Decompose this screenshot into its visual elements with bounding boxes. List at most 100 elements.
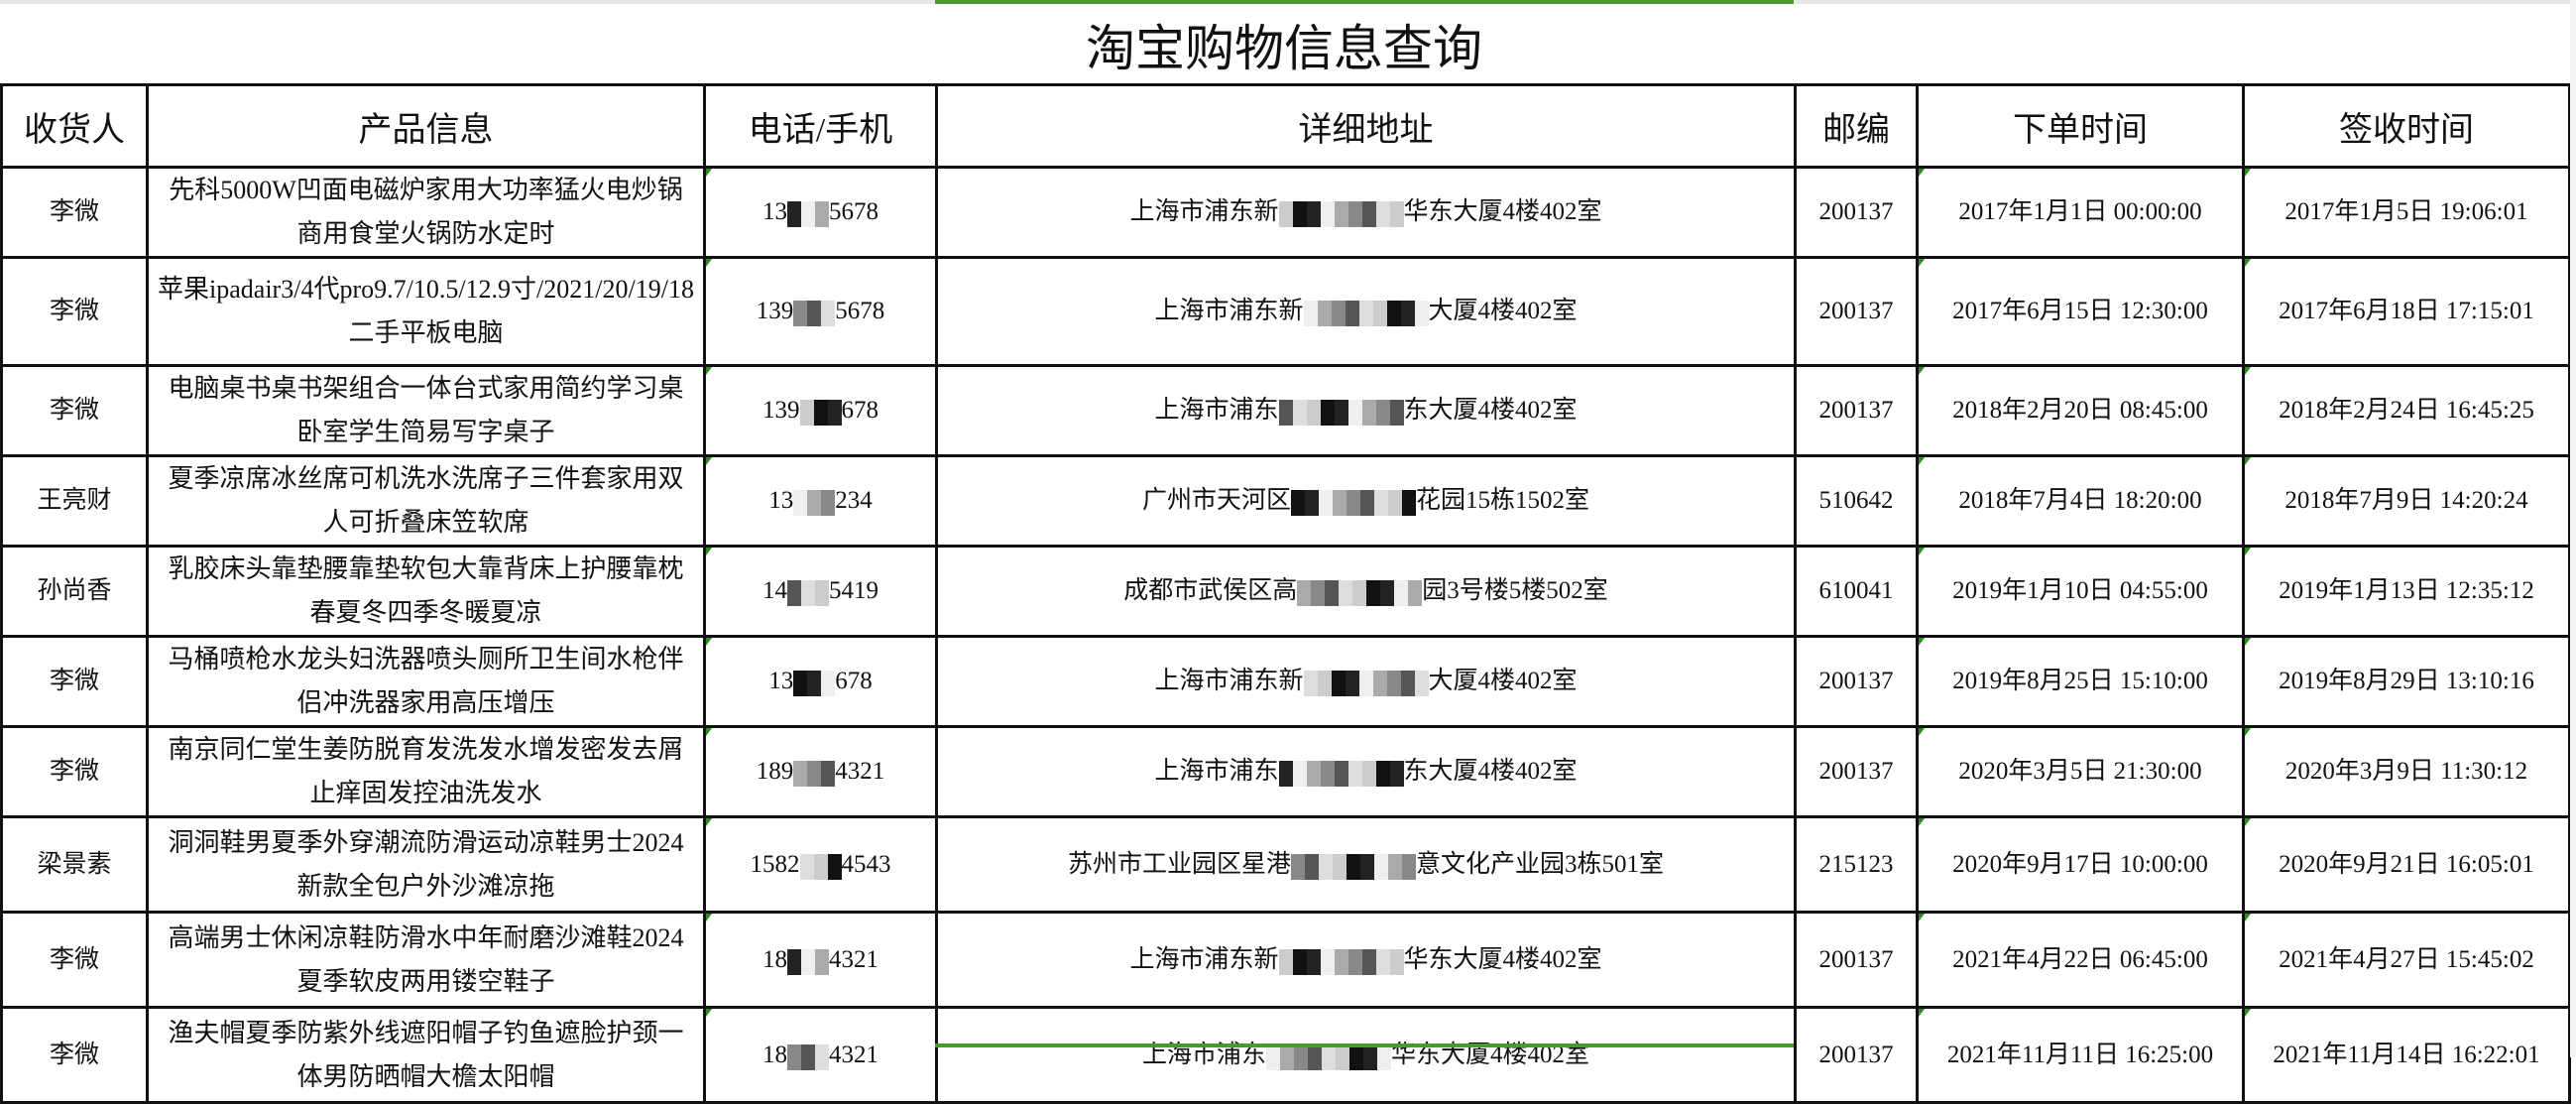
header-product[interactable]: 产品信息: [146, 83, 706, 169]
address-cell[interactable]: 上海市浦东新 华东大厦4楼402室: [935, 166, 1797, 259]
recipient-cell[interactable]: 李微: [0, 635, 149, 728]
zip-cell[interactable]: 610041: [1794, 545, 1919, 638]
address-prefix: 上海市浦东: [1154, 397, 1279, 424]
address-cell[interactable]: 苏州市工业园区星港 意文化产业园3栋501室: [935, 815, 1797, 914]
zip-cell[interactable]: 215123: [1794, 815, 1919, 914]
header-sign-time[interactable]: 签收时间: [2242, 83, 2571, 169]
product-cell[interactable]: 电脑桌书桌书架组合一体台式家用简约学习桌卧室学生简易写字桌子: [146, 364, 706, 457]
recipient-name: 孙尚香: [37, 577, 112, 604]
phone-prefix: 18: [762, 945, 787, 973]
sign-time-cell[interactable]: 2021年11月14日 16:22:01: [2242, 1006, 2571, 1104]
product-cell[interactable]: 乳胶床头靠垫腰靠垫软包大靠背床上护腰靠枕春夏冬四季冬暖夏凉: [146, 545, 706, 638]
sign-time-cell[interactable]: 2018年7月9日 14:20:24: [2242, 454, 2571, 548]
zip-cell[interactable]: 200137: [1794, 166, 1919, 259]
product-cell[interactable]: 先科5000W凹面电磁炉家用大功率猛火电炒锅商用食堂火锅防水定时: [146, 166, 706, 259]
order-time-cell[interactable]: 2017年6月15日 12:30:00: [1916, 256, 2245, 367]
address-suffix: 东大厦4楼402室: [1403, 397, 1578, 424]
address-prefix: 上海市浦东新: [1154, 298, 1304, 324]
product-cell[interactable]: 高端男士休闲凉鞋防滑水中年耐磨沙滩鞋2024夏季软皮两用镂空鞋子: [146, 911, 706, 1009]
recipient-cell[interactable]: 李微: [0, 364, 149, 457]
address-cell[interactable]: 广州市天河区 花园15栋1502室: [935, 454, 1797, 548]
address-cell[interactable]: 上海市浦东 华东大厦4楼402室: [935, 1006, 1797, 1104]
sign-time-cell[interactable]: 2018年2月24日 16:45:25: [2242, 364, 2571, 457]
order-time-cell[interactable]: 2019年1月10日 04:55:00: [1916, 545, 2245, 638]
sign-time: 2019年8月29日 13:10:16: [2279, 668, 2534, 694]
phone-cell[interactable]: 14 5419: [703, 545, 938, 638]
product-cell[interactable]: 夏季凉席冰丝席可机洗水洗席子三件套家用双人可折叠床笠软席: [146, 454, 706, 548]
address-cell[interactable]: 上海市浦东 东大厦4楼402室: [935, 364, 1797, 457]
sign-time-cell[interactable]: 2019年8月29日 13:10:16: [2242, 635, 2571, 728]
sign-time-cell[interactable]: 2019年1月13日 12:35:12: [2242, 545, 2571, 638]
redacted-mosaic: [799, 399, 842, 427]
sign-time-cell[interactable]: 2020年9月21日 16:05:01: [2242, 815, 2571, 914]
order-time-cell[interactable]: 2017年1月1日 00:00:00: [1916, 166, 2245, 259]
phone-cell[interactable]: 18 4321: [703, 1006, 938, 1104]
recipient-cell[interactable]: 李微: [0, 1006, 149, 1104]
phone-cell[interactable]: 139 678: [703, 364, 938, 457]
order-time-cell[interactable]: 2020年9月17日 10:00:00: [1916, 815, 2245, 914]
phone-cell[interactable]: 13 678: [703, 635, 938, 728]
sign-time-cell[interactable]: 2021年4月27日 15:45:02: [2242, 911, 2571, 1009]
sign-time-cell[interactable]: 2017年1月5日 19:06:01: [2242, 166, 2571, 259]
product-cell[interactable]: 苹果ipadair3/4代pro9.7/10.5/12.9寸/2021/20/1…: [146, 256, 706, 367]
header-zip[interactable]: 邮编: [1794, 83, 1919, 169]
order-time-cell[interactable]: 2021年4月22日 06:45:00: [1916, 911, 2245, 1009]
selected-column-indicator: [935, 0, 1794, 4]
zip-cell[interactable]: 200137: [1794, 364, 1919, 457]
product-info: 渔夫帽夏季防紫外线遮阳帽子钓鱼遮脸护颈一体男防晒帽大檐太阳帽: [168, 1018, 684, 1091]
order-time: 2017年1月1日 00:00:00: [1958, 198, 2202, 225]
product-cell[interactable]: 洞洞鞋男夏季外穿潮流防滑运动凉鞋男士2024新款全包户外沙滩凉拖: [146, 815, 706, 914]
header-order-time[interactable]: 下单时间: [1916, 83, 2245, 169]
zip-cell[interactable]: 200137: [1794, 635, 1919, 728]
order-time-cell[interactable]: 2020年3月5日 21:30:00: [1916, 725, 2245, 818]
address-cell[interactable]: 上海市浦东 东大厦4楼402室: [935, 725, 1797, 818]
address-cell[interactable]: 成都市武侯区高 园3号楼5楼502室: [935, 545, 1797, 638]
product-info: 夏季凉席冰丝席可机洗水洗席子三件套家用双人可折叠床笠软席: [168, 464, 684, 537]
phone-cell[interactable]: 13 5678: [703, 166, 938, 259]
sheet-margin: [2570, 0, 2576, 1057]
order-time-cell[interactable]: 2021年11月11日 16:25:00: [1916, 1006, 2245, 1104]
recipient-cell[interactable]: 李微: [0, 725, 149, 818]
order-time: 2017年6月15日 12:30:00: [1952, 298, 2208, 324]
address-cell[interactable]: 上海市浦东新 华东大厦4楼402室: [935, 911, 1797, 1009]
product-cell[interactable]: 南京同仁堂生姜防脱育发洗发水增发密发去屑止痒固发控油洗发水: [146, 725, 706, 818]
recipient-cell[interactable]: 李微: [0, 911, 149, 1009]
redacted-mosaic: [1278, 399, 1404, 427]
zip-cell[interactable]: 200137: [1794, 725, 1919, 818]
phone-cell[interactable]: 1582 4543: [703, 815, 938, 914]
redacted-mosaic: [1303, 300, 1429, 327]
phone-suffix: 4543: [841, 850, 891, 878]
recipient-cell[interactable]: 李微: [0, 256, 149, 367]
zip-cell[interactable]: 200137: [1794, 256, 1919, 367]
zip-cell[interactable]: 200137: [1794, 1006, 1919, 1104]
address-cell[interactable]: 上海市浦东新 大厦4楼402室: [935, 635, 1797, 728]
header-phone[interactable]: 电话/手机: [703, 83, 938, 169]
zip-cell[interactable]: 510642: [1794, 454, 1919, 548]
phone-cell[interactable]: 13 234: [703, 454, 938, 548]
sign-time-cell[interactable]: 2017年6月18日 17:15:01: [2242, 256, 2571, 367]
redacted-mosaic: [799, 853, 842, 880]
header-address[interactable]: 详细地址: [935, 83, 1797, 169]
redacted-mosaic: [793, 489, 836, 517]
product-cell[interactable]: 渔夫帽夏季防紫外线遮阳帽子钓鱼遮脸护颈一体男防晒帽大檐太阳帽: [146, 1006, 706, 1104]
phone-suffix: 4321: [829, 945, 878, 973]
zip-cell[interactable]: 200137: [1794, 911, 1919, 1009]
redacted-mosaic: [1278, 760, 1404, 788]
product-info: 先科5000W凹面电磁炉家用大功率猛火电炒锅商用食堂火锅防水定时: [169, 176, 683, 248]
recipient-cell[interactable]: 李微: [0, 166, 149, 259]
recipient-cell[interactable]: 梁景素: [0, 815, 149, 914]
product-info: 电脑桌书桌书架组合一体台式家用简约学习桌卧室学生简易写字桌子: [168, 374, 684, 446]
column-header-strip: [0, 0, 2576, 4]
recipient-cell[interactable]: 孙尚香: [0, 545, 149, 638]
header-recipient[interactable]: 收货人: [0, 83, 149, 169]
address-cell[interactable]: 上海市浦东新 大厦4楼402室: [935, 256, 1797, 367]
sign-time-cell[interactable]: 2020年3月9日 11:30:12: [2242, 725, 2571, 818]
phone-cell[interactable]: 18 4321: [703, 911, 938, 1009]
product-cell[interactable]: 马桶喷枪水龙头妇洗器喷头厕所卫生间水枪伴侣冲洗器家用高压增压: [146, 635, 706, 728]
order-time-cell[interactable]: 2018年7月4日 18:20:00: [1916, 454, 2245, 548]
recipient-cell[interactable]: 王亮财: [0, 454, 149, 548]
phone-cell[interactable]: 189 4321: [703, 725, 938, 818]
phone-cell[interactable]: 139 5678: [703, 256, 938, 367]
order-time-cell[interactable]: 2019年8月25日 15:10:00: [1916, 635, 2245, 728]
order-time-cell[interactable]: 2018年2月20日 08:45:00: [1916, 364, 2245, 457]
